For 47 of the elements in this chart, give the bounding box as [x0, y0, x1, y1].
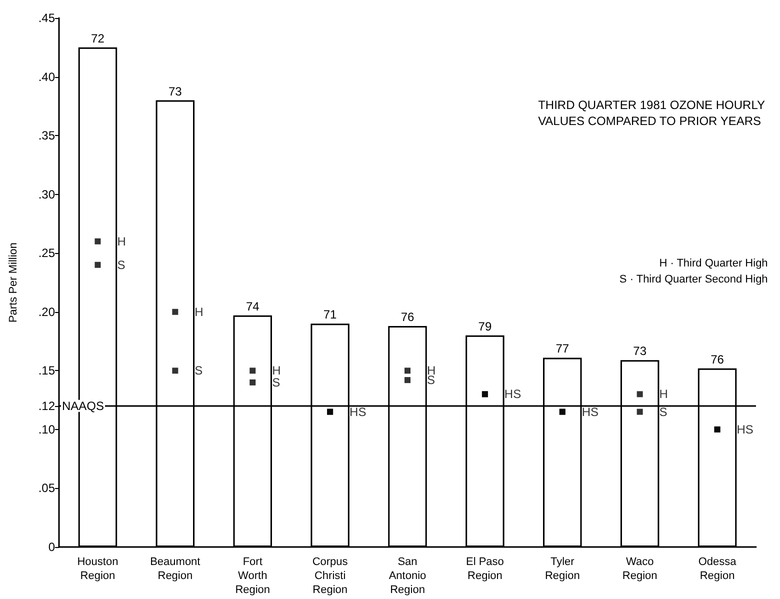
y-tick-label: 0	[48, 540, 56, 554]
data-label: HS	[504, 387, 522, 402]
data-label: H	[117, 234, 126, 248]
y-tick-label: .10	[38, 422, 56, 436]
data-label: S	[117, 258, 126, 272]
annotation: 71	[323, 308, 338, 322]
annotation: H · Third Quarter High	[659, 258, 768, 270]
x-tick-label: Tyler Region	[544, 556, 580, 582]
x-tick-label: Corpus Christi Region	[312, 556, 348, 596]
y-tick-label: .40	[38, 70, 56, 84]
y-tick-label: .30	[38, 187, 56, 202]
y-tick-label: .45	[38, 11, 56, 25]
x-tick-label: Odessa Region	[698, 556, 738, 582]
y-tick-label: .12	[38, 398, 56, 413]
y-tick-label: .35	[38, 128, 56, 143]
annotation: 79	[478, 319, 492, 334]
annotation: 72	[91, 31, 105, 46]
x-tick-label: Beaumont Region	[150, 556, 200, 582]
text: THIRD QUARTER 1981 OZONE HOURLY VALUES COMPARED TO PRIOR YEARS	[538, 98, 766, 128]
annotation: 77	[556, 342, 570, 356]
data-label: HS	[736, 422, 754, 436]
data-label: S	[194, 364, 203, 378]
annotation: 73	[633, 344, 647, 358]
y-tick-label: .20	[38, 304, 56, 319]
data-label: S	[659, 404, 668, 419]
x-tick-label: Houston Region	[77, 556, 118, 582]
annotation: 73	[168, 84, 182, 98]
annotation: 76	[710, 352, 724, 366]
y-tick-label: .05	[38, 481, 56, 496]
y-axis-title: Parts Per Million	[8, 242, 20, 323]
x-tick-label: San Antonio Region	[388, 556, 426, 596]
annotation: 76	[400, 310, 414, 324]
x-tick-label: El Paso Region	[466, 556, 504, 582]
data-label: H	[194, 304, 204, 319]
y-tick-label: .15	[38, 364, 56, 378]
data-label: HS	[350, 404, 366, 419]
ref-line-label: NAAQS	[62, 398, 104, 413]
annotation: S · Third Quarter Second High	[619, 274, 768, 286]
data-label: S	[272, 375, 280, 390]
y-tick-label: .25	[38, 246, 56, 260]
data-label: H	[272, 364, 281, 378]
annotation: 74	[246, 299, 260, 314]
data-label: H	[659, 387, 668, 402]
x-tick-label: Waco Region	[622, 556, 658, 582]
x-tick-label: Fort Worth Region	[235, 556, 270, 596]
data-label: HS	[582, 404, 599, 419]
data-label: S	[426, 373, 435, 388]
